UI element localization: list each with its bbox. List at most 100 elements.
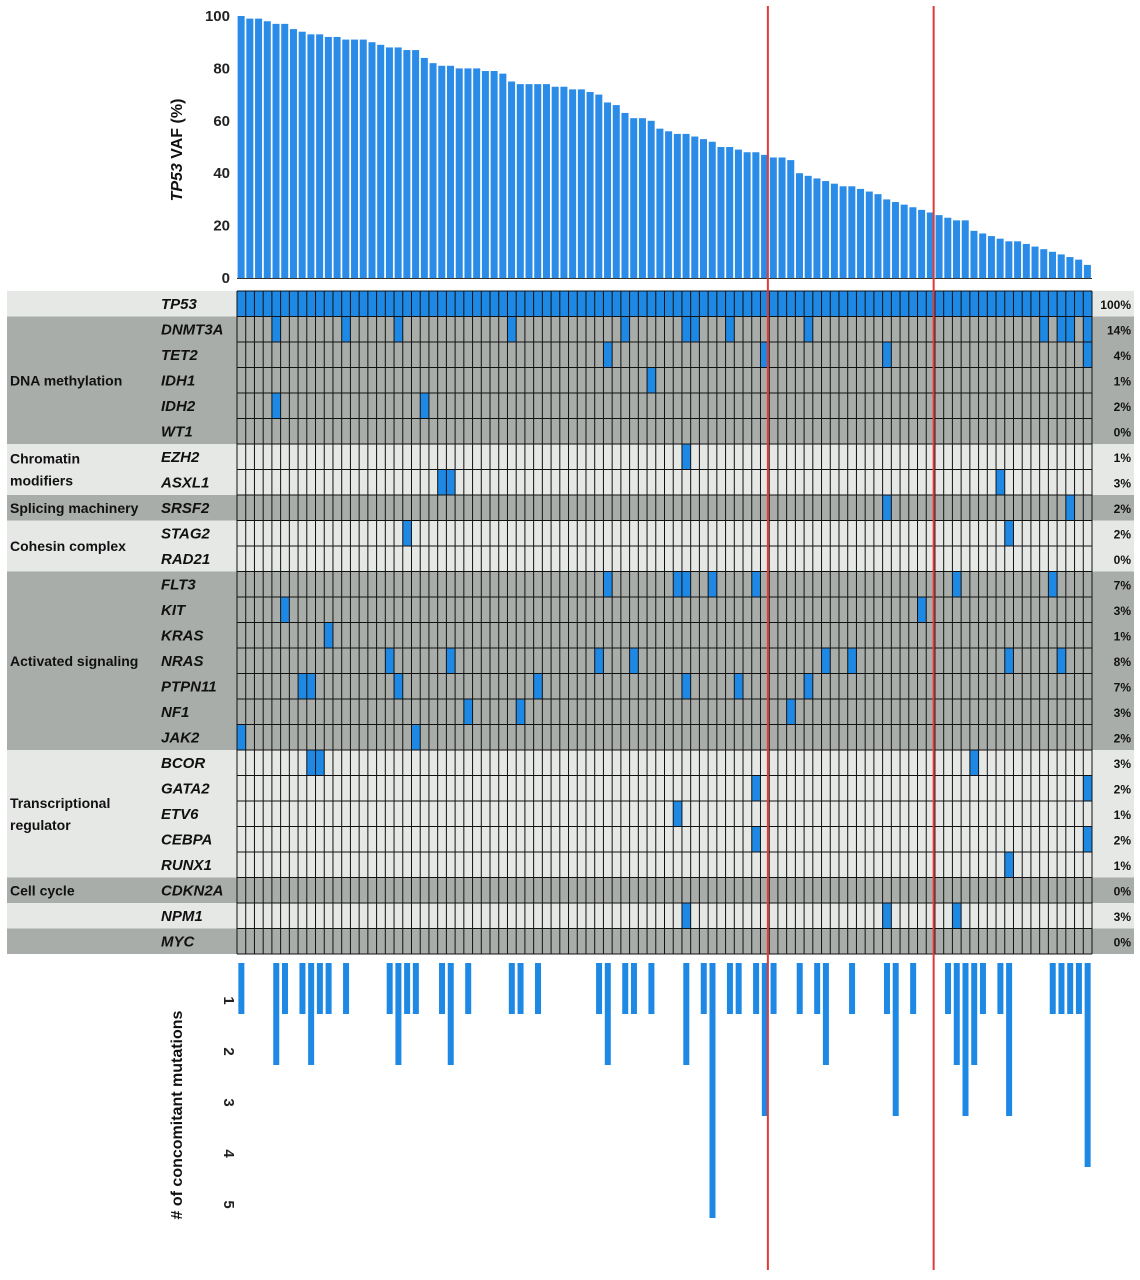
mutation-cell [673,571,682,597]
mutation-cell [1004,852,1014,878]
mutation-cell [620,316,630,342]
y-tick-label: 100 [205,8,230,25]
vaf-bar [804,175,812,278]
gene-percent: 1% [1114,629,1132,643]
vaf-bar [429,63,437,278]
vaf-bar [717,147,725,278]
vaf-bar [761,154,769,278]
concomitant-bar [726,963,733,1014]
vaf-bar [237,16,245,278]
concomitant-bar [395,963,402,1065]
gene-label: DNMT3A [161,321,224,338]
gene-percent: 0% [1114,884,1132,898]
vaf-bar [499,73,507,278]
concomitant-bar [945,963,952,1014]
y-axis-label: TP53 VAF (%) [169,99,186,202]
gene-percent: 2% [1114,502,1132,516]
mutation-cell [385,648,395,674]
vaf-bar [682,133,690,278]
mutation-cell [751,826,761,852]
vaf-bar [342,39,350,278]
category-band [7,571,1134,750]
vaf-bar [638,118,646,279]
category-label: DNA methylation [10,372,122,388]
category-label: Transcriptional [10,795,110,811]
gene-percent: 4% [1114,349,1132,363]
vaf-bar [473,68,481,279]
conc-tick-label: 3 [220,1098,237,1106]
gene-label: PTPN11 [161,678,217,695]
vaf-bar [926,212,934,278]
vaf-bar [246,18,254,279]
mutation-cell [690,316,700,342]
vaf-bar [307,34,315,279]
vaf-bar [377,44,385,278]
gene-label: JAK2 [161,729,200,746]
vaf-bar [656,128,664,278]
concomitant-bar [439,963,446,1014]
conc-tick-label: 1 [220,996,237,1004]
mutation-cell [1065,316,1075,342]
concomitant-bar [1049,963,1056,1014]
mutation-cell [882,342,892,368]
category-label: Activated signaling [10,653,138,669]
vaf-bar [455,68,463,279]
gene-percent: 3% [1114,476,1132,490]
mutation-cell [917,597,927,623]
vaf-bar [665,131,673,278]
concomitant-bar [648,963,655,1014]
vaf-bar [787,160,795,278]
mutation-cell [271,316,281,342]
y-tick-label: 20 [213,218,230,235]
mutation-cell [786,699,796,725]
y-tick-label: 0 [222,270,230,287]
gene-percent: 2% [1114,400,1132,414]
category-label: modifiers [10,473,73,489]
vaf-panel: 0 20 40 60 80 100 TP53 VAF (%) [169,8,1092,287]
category-band [7,316,1134,444]
concomitant-bar [1084,963,1091,1167]
concomitant-bar [910,963,917,1014]
y-tick-label: 80 [213,60,230,77]
mutation-cell [324,622,333,648]
concomitant-bar [622,963,629,1014]
vaf-bar [464,68,472,279]
mutation-cell [882,903,892,929]
vaf-bar [560,86,568,279]
concomitant-panel: 1 2 3 4 5 # of concomitant mutations [169,963,1091,1219]
mutation-cell [315,750,325,776]
vaf-bar [368,42,376,279]
concomitant-bar [822,963,829,1065]
y-tick-label: 40 [213,165,230,182]
vaf-bar [944,217,952,278]
conc-axis-label: # of concomitant mutations [169,1010,186,1219]
category-band [7,877,1134,903]
vaf-bar [979,233,987,278]
concomitant-bar [1006,963,1013,1116]
concomitant-bar [979,963,986,1014]
concomitant-bar [299,963,306,1014]
vaf-bar [734,149,742,278]
vaf-bar [900,204,908,278]
gene-label: NPM1 [161,908,203,925]
mutation-cell [1004,520,1014,546]
mutation-cell [681,316,691,342]
vaf-bar [1014,241,1022,278]
vaf-bar [1048,251,1057,278]
concomitant-bar [761,963,768,1116]
mutation-cell [411,724,421,750]
gene-label: TET2 [161,347,198,364]
mutation-grid [236,290,1093,955]
vaf-bar [272,23,280,278]
vaf-bar [551,86,559,279]
gene-label: EZH2 [161,449,200,466]
gene-label: MYC [161,933,196,950]
gene-percent: 2% [1114,527,1132,541]
vaf-bar [612,105,620,278]
mutation-cell [882,495,892,521]
gene-percent: 3% [1114,706,1132,720]
mutation-cell [446,648,456,674]
concomitant-bar [273,963,280,1065]
concomitant-bar [534,963,541,1014]
mutation-cell [760,342,770,368]
